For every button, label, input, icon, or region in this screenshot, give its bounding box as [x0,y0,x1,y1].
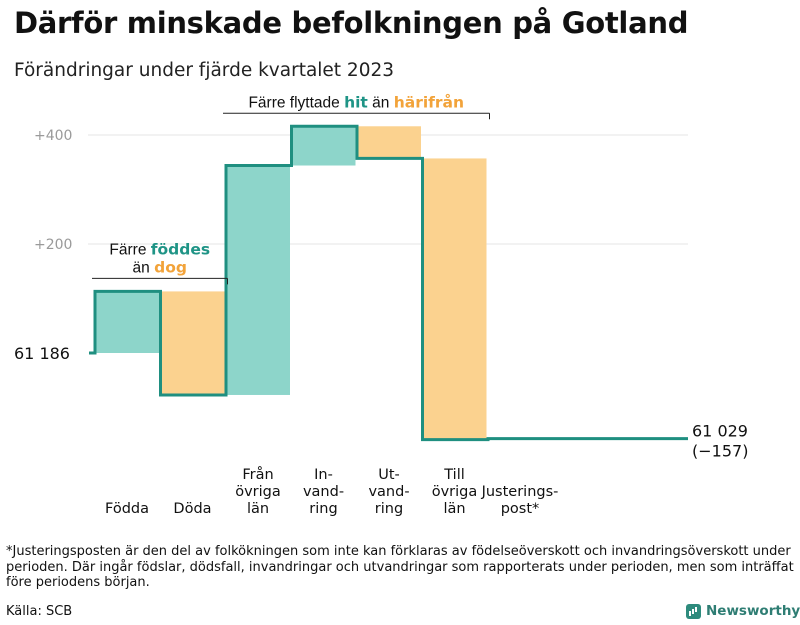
category-label-6-0: Justerings- [481,484,559,500]
chart-subtitle: Förändringar under fjärde kvartalet 2023 [14,60,395,81]
bar-chart-icon [686,603,701,619]
category-label-4-1: vand- [368,484,409,500]
category-label-3-0: In- [314,467,333,483]
category-label-2-1: övriga [235,484,281,500]
category-label-2-0: Från [242,466,273,483]
footnote: *Justeringsposten är den del av folkökni… [6,544,794,590]
annotation-migration-segment-0-1: hit [344,93,368,111]
category-label-1-0: Döda [173,501,211,517]
bar-2 [226,165,290,395]
annotation-birth-line-1: än dog [133,258,187,276]
category-label-0-0: Födda [105,501,149,517]
category-label-3-2: ring [309,501,337,517]
brand-name: Newsworthy [706,603,800,619]
annotation-birth-line-0: Färre föddes [109,240,210,258]
y-tick-label-1: +400 [34,128,72,144]
bar-0 [95,291,159,353]
y-tick-label-0: +200 [34,237,72,253]
brand-logo: Newsworthy [686,603,800,619]
annotation-birth-segment-0-1: föddes [151,240,210,258]
annotation-migration-segment-0-3: härifrån [394,92,464,111]
annotation-birth-segment-1-0: än [133,259,155,276]
category-label-2-2: län [247,501,269,517]
end-change-label: (−157) [692,442,748,461]
category-label-4-0: Ut- [378,467,400,483]
category-label-6-1: post* [501,501,540,517]
bar-1 [160,291,225,395]
category-label-5-0: Till [443,467,465,483]
end-value-label: 61 029 [692,422,748,441]
category-label-5-1: övriga [432,484,478,500]
bar-5 [422,158,487,440]
chart-title: Därför minskade befolkningen på Gotland [14,6,689,40]
annotation-migration-segment-0-2: än [368,94,394,111]
category-label-3-1: vand- [303,484,344,500]
annotation-birth-segment-0-0: Färre [109,241,150,258]
category-label-4-2: ring [375,501,403,517]
start-value-label: 61 186 [14,344,70,363]
source-label: Källa: SCB [6,604,73,619]
annotation-migration-line-0: Färre flyttade hit än härifrån [248,92,464,111]
bar-3 [291,126,356,166]
bar-4 [357,126,421,159]
category-label-5-2: län [443,501,465,517]
annotation-migration-segment-0-0: Färre flyttade [248,94,344,111]
cumulative-step-line [89,124,688,442]
annotation-birth-segment-1-1: dog [154,258,187,276]
